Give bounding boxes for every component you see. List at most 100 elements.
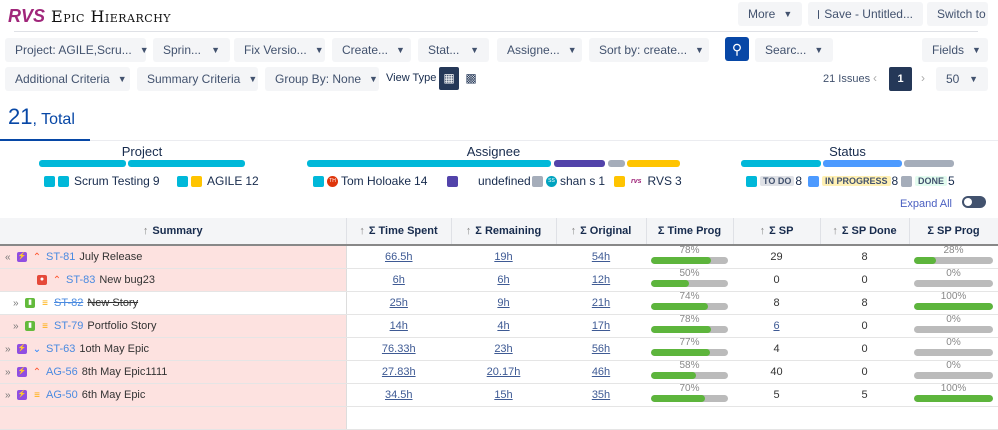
- table-row[interactable]: ● ⌃ ST-83 New bug23 6h 6h 12h 50% 0 0 0%: [0, 268, 998, 292]
- original-link[interactable]: 21h: [591, 296, 611, 309]
- spent-link[interactable]: 25h: [389, 296, 408, 309]
- status-legend-item[interactable]: IN PROGRESS 8: [808, 174, 898, 188]
- remaining-link[interactable]: 15h: [494, 388, 513, 401]
- assignee-legend-item[interactable]: rvs RVS 3: [614, 174, 682, 188]
- remaining-link[interactable]: 23h: [494, 342, 513, 355]
- column-header[interactable]: ↑ Σ Remaining: [451, 218, 557, 246]
- status-bar-segment[interactable]: [823, 160, 902, 167]
- issue-key-link[interactable]: AG-56: [46, 365, 78, 378]
- sort-arrow-icon[interactable]: ↑: [142, 225, 149, 237]
- status-legend-item[interactable]: TO DO 8: [746, 174, 802, 188]
- remaining-link[interactable]: 19h: [494, 250, 513, 263]
- assignee-bar-segment[interactable]: [608, 160, 625, 167]
- project-legend-item[interactable]: AGILE 12: [177, 174, 259, 188]
- column-header[interactable]: ↑ Σ SP Done: [820, 218, 910, 246]
- assignee-legend-item[interactable]: TH Tom Holoake 14: [313, 174, 427, 188]
- page-size-dropdown[interactable]: 50 ▼: [936, 67, 988, 91]
- filter-dropdown[interactable]: Sprin... ▼: [153, 38, 230, 62]
- spent-link[interactable]: 66.5h: [384, 250, 413, 263]
- issue-key-link[interactable]: ST-83: [66, 273, 96, 286]
- assignee-bar-segment[interactable]: [307, 160, 551, 167]
- save-button[interactable]: Save - Untitled...: [808, 2, 923, 26]
- remaining-link[interactable]: 20.17h: [486, 365, 521, 378]
- additional-criteria-dropdown[interactable]: Additional Criteria ▼: [5, 67, 130, 91]
- expand-all-link[interactable]: Expand All: [900, 198, 952, 210]
- project-bar-segment[interactable]: [39, 160, 126, 167]
- expand-icon[interactable]: »: [5, 343, 11, 355]
- expand-all-toggle[interactable]: [962, 196, 986, 208]
- table-row[interactable]: « ⚡ ⌃ ST-81 July Release 66.5h 19h 54h 78% 29 8 28%: [0, 245, 998, 269]
- column-header[interactable]: ↑ Σ Original: [556, 218, 647, 246]
- filter-dropdown[interactable]: Fix Versio... ▼: [234, 38, 325, 62]
- summary-criteria-dropdown[interactable]: Summary Criteria ▼: [137, 67, 258, 91]
- collapse-icon[interactable]: «: [5, 251, 11, 263]
- table-row[interactable]: » ⚡ ⌃ AG-56 8th May Epic1111 27.83h 20.17h 46h 5…: [0, 360, 998, 384]
- sort-arrow-icon[interactable]: ↑: [570, 225, 577, 237]
- expand-icon[interactable]: »: [5, 389, 11, 401]
- chart-view-button[interactable]: ▩: [461, 67, 481, 90]
- project-bar-segment[interactable]: [128, 160, 245, 167]
- filter-dropdown[interactable]: Assigne... ▼: [497, 38, 582, 62]
- fields-button[interactable]: Fields ▼: [922, 38, 988, 62]
- remaining-link[interactable]: 4h: [497, 319, 510, 332]
- spent-link[interactable]: 27.83h: [381, 365, 416, 378]
- issue-key-link[interactable]: ST-63: [46, 342, 76, 355]
- column-header[interactable]: ↑ Summary: [0, 218, 347, 246]
- group-by-dropdown[interactable]: Group By: None ▼: [265, 67, 379, 91]
- table-row[interactable]: » ▮ ≡ ST-79 Portfolio Story 14h 4h 17h 78% 6 0 0%: [0, 314, 998, 338]
- issue-key-link[interactable]: ST-79: [54, 319, 84, 332]
- filter-dropdown[interactable]: Sort by: create... ▼: [589, 38, 709, 62]
- expand-icon[interactable]: »: [13, 320, 19, 332]
- sort-arrow-icon[interactable]: ↑: [759, 225, 766, 237]
- grid-view-button[interactable]: ▦: [439, 67, 459, 90]
- original-link[interactable]: 54h: [591, 250, 611, 263]
- more-button[interactable]: More ▼: [738, 2, 802, 26]
- spent-link[interactable]: 6h: [392, 273, 405, 286]
- spent-link[interactable]: 34.5h: [384, 388, 413, 401]
- original-link[interactable]: 12h: [591, 273, 611, 286]
- assignee-bar-segment[interactable]: [554, 160, 605, 167]
- filter-dropdown[interactable]: Stat... ▼: [418, 38, 489, 62]
- project-legend-item[interactable]: Scrum Testing 9: [44, 174, 160, 188]
- status-bar-segment[interactable]: [741, 160, 821, 167]
- original-link[interactable]: 46h: [591, 365, 611, 378]
- table-row[interactable]: » ▮ ≡ ST-82 New Story 25h 9h 21h 74% 8 8 100%: [0, 291, 998, 315]
- table-row[interactable]: » ⚡ ⌄ ST-63 1oth May Epic 76.33h 23h 56h 77% 4 0 0%: [0, 337, 998, 361]
- filter-dropdown[interactable]: Create... ▼: [332, 38, 411, 62]
- issue-key-link[interactable]: AG-50: [46, 388, 78, 401]
- sort-arrow-icon[interactable]: ↑: [359, 225, 365, 237]
- table-row[interactable]: [0, 406, 998, 430]
- remaining-link[interactable]: 6h: [497, 273, 510, 286]
- original-link[interactable]: 17h: [591, 319, 611, 332]
- column-header[interactable]: ↑ Σ Time Spent: [346, 218, 452, 246]
- assignee-bar-segment[interactable]: [627, 160, 680, 167]
- column-header[interactable]: Σ Time Prog: [646, 218, 734, 246]
- original-link[interactable]: 35h: [591, 388, 611, 401]
- sort-arrow-icon[interactable]: ↑: [465, 225, 472, 237]
- spent-link[interactable]: 14h: [389, 319, 408, 332]
- sp-value[interactable]: 6: [773, 319, 780, 332]
- assignee-legend-item[interactable]: undefined3: [447, 174, 540, 188]
- filter-dropdown[interactable]: Searc... ▼: [755, 38, 833, 62]
- prev-page-button[interactable]: ‹: [873, 71, 877, 85]
- remaining-link[interactable]: 9h: [497, 296, 510, 309]
- expand-icon[interactable]: »: [5, 366, 11, 378]
- status-legend-item[interactable]: DONE 5: [901, 174, 955, 188]
- switch-to-button[interactable]: Switch to: [927, 2, 988, 26]
- original-link[interactable]: 56h: [591, 342, 611, 355]
- expand-icon[interactable]: »: [13, 297, 19, 309]
- column-header[interactable]: Σ SP Prog: [909, 218, 998, 246]
- page-1-button[interactable]: 1: [889, 67, 912, 91]
- issue-key-link[interactable]: ST-81: [46, 250, 76, 263]
- table-row[interactable]: » ⚡ ≡ AG-50 6th May Epic 34.5h 15h 35h 70% 5 5 100%: [0, 383, 998, 407]
- status-bar-segment[interactable]: [904, 160, 954, 167]
- column-header[interactable]: ↑ Σ SP: [733, 218, 821, 246]
- expand-icon[interactable]: [13, 275, 25, 286]
- issue-key-link[interactable]: ST-82: [54, 296, 84, 309]
- next-page-button[interactable]: ›: [921, 71, 925, 85]
- filter-dropdown[interactable]: Project: AGILE,Scru... ▼: [5, 38, 149, 62]
- sort-arrow-icon[interactable]: ↑: [832, 225, 838, 237]
- spent-link[interactable]: 76.33h: [381, 342, 416, 355]
- search-button[interactable]: ⚲: [725, 37, 749, 61]
